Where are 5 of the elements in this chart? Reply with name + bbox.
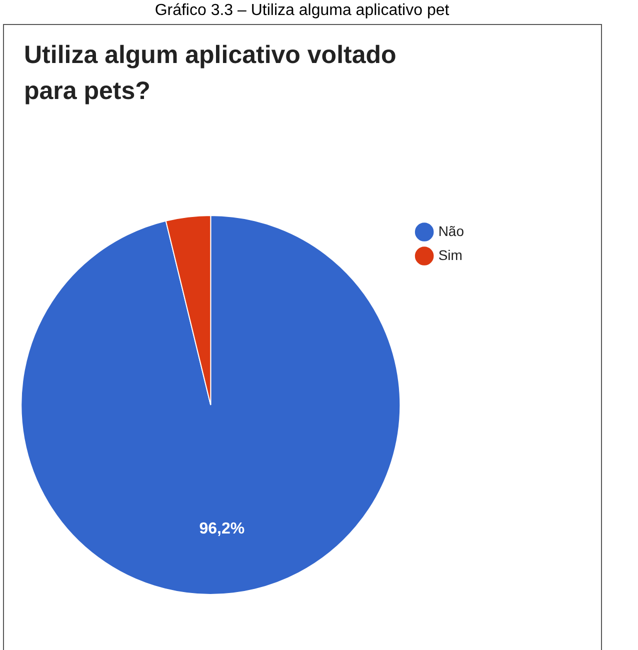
- data-label: 96,2%: [199, 520, 245, 538]
- legend-label: Não: [438, 222, 464, 239]
- text: Gráfico 3.3 – Utiliza alguma aplicativo pet: [154, 2, 450, 20]
- legend-label: Sim: [438, 246, 462, 263]
- chart-title: Utiliza algum aplicativo voltado para pets?: [24, 40, 398, 107]
